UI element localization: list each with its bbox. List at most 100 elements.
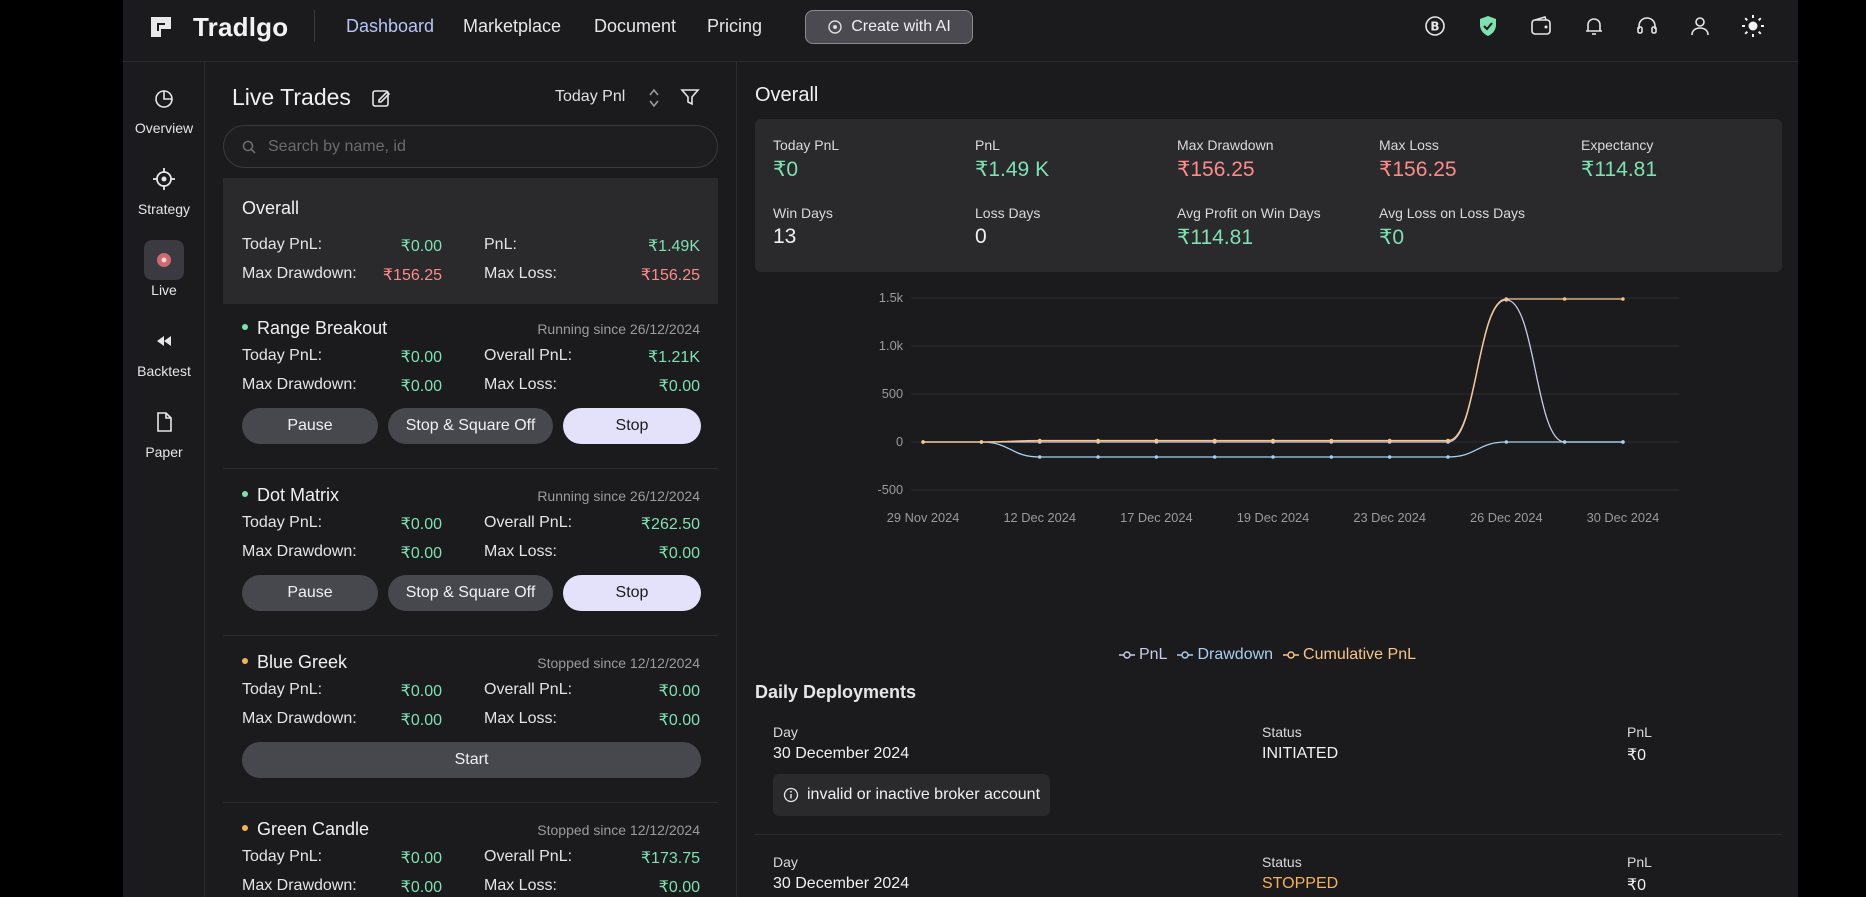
app-window: Tradlgo Dashboard Marketplace Document P… — [123, 0, 1798, 897]
nav-document[interactable]: Document — [594, 16, 677, 36]
stat-avg-loss-loss-days: Avg Loss on Loss Days ₹0 — [1379, 205, 1579, 250]
start-button[interactable]: Start — [242, 742, 701, 778]
legend-label: Drawdown — [1197, 646, 1274, 663]
strategy-card-dot-matrix[interactable]: Dot Matrix Running since 26/12/2024 Toda… — [223, 485, 718, 651]
stat-pnl: PnL ₹1.49 K — [975, 137, 1175, 182]
left-rail: Overview Strategy Live Backtest Paper — [123, 62, 205, 897]
series-point-drawdown — [1504, 440, 1509, 444]
rail-item-strategy[interactable]: Strategy — [123, 159, 205, 225]
y-tick-label: 0 — [896, 434, 903, 449]
series-point-drawdown — [1446, 455, 1450, 459]
pie-chart-icon — [144, 78, 184, 118]
legend-label: PnL — [1138, 646, 1168, 663]
series-point-cumulative-pnl — [1096, 438, 1100, 443]
document-icon — [144, 402, 184, 442]
stat-max-loss: Max Loss ₹156.25 — [1379, 137, 1579, 182]
stat-label: Loss Days — [975, 205, 1041, 221]
max-loss-value: ₹0.00 — [658, 712, 700, 729]
strategy-card-green-candle[interactable]: Green Candle Stopped since 12/12/2024 To… — [223, 819, 718, 897]
legend-item-pnl[interactable]: PnL — [1118, 646, 1168, 663]
stat-label: Avg Profit on Win Days — [1177, 205, 1321, 221]
overall-pnl-label: Overall PnL: — [484, 848, 573, 865]
search-input[interactable] — [268, 137, 708, 156]
sort-arrows-icon[interactable] — [647, 86, 661, 110]
series-point-cumulative-pnl — [1037, 438, 1042, 443]
stat-expectancy: Expectancy ₹114.81 — [1581, 137, 1781, 182]
overall-pnl-label: Overall PnL: — [484, 681, 573, 698]
legend-item-drawdown[interactable]: Drawdown — [1177, 646, 1273, 663]
max-loss-label: Max Loss: — [484, 877, 557, 894]
stat-max-drawdown: Max Drawdown ₹156.25 — [1177, 137, 1377, 182]
series-point-drawdown — [1621, 440, 1625, 444]
x-tick-label: 30 Dec 2024 — [1587, 510, 1660, 525]
stop-button[interactable]: Stop — [563, 575, 701, 611]
max-loss-value: ₹0.00 — [658, 879, 700, 896]
pause-button[interactable]: Pause — [242, 408, 378, 444]
day-value: 30 December 2024 — [773, 745, 910, 762]
overall-card[interactable]: Overall Today PnL: ₹0.00 PnL: ₹1.49K Max… — [223, 178, 718, 304]
sort-select[interactable]: Today Pnl — [555, 88, 626, 105]
rail-item-backtest[interactable]: Backtest — [123, 321, 205, 387]
pnl-label: PnL: — [484, 236, 517, 253]
strategy-status: Stopped since 12/12/2024 — [537, 655, 700, 671]
today-pnl-label: Today PnL: — [242, 514, 323, 531]
series-point-cumulative-pnl — [979, 440, 984, 444]
series-point-drawdown — [1154, 455, 1159, 459]
nav-dashboard[interactable]: Dashboard — [346, 16, 435, 36]
daily-deployments-title: Daily Deployments — [755, 682, 917, 702]
tradlgo-logo-icon[interactable] — [147, 13, 175, 41]
max-loss-label: Max Loss: — [484, 543, 557, 560]
edit-icon[interactable] — [370, 87, 392, 109]
status-value: INITIATED — [1262, 745, 1339, 762]
stat-value: ₹0 — [773, 158, 799, 181]
rewind-icon — [144, 321, 184, 361]
today-pnl-value: ₹0.00 — [400, 850, 442, 867]
stop-square-off-button[interactable]: Stop & Square Off — [388, 408, 553, 444]
pause-button[interactable]: Pause — [242, 575, 378, 611]
stat-value: ₹156.25 — [1177, 158, 1255, 181]
card-name: Overall — [242, 198, 300, 218]
max-drawdown-label: Max Drawdown: — [242, 265, 357, 282]
rail-item-paper[interactable]: Paper — [123, 402, 205, 468]
create-with-ai-button[interactable]: Create with AI — [805, 10, 973, 44]
headset-icon[interactable] — [1634, 12, 1660, 40]
x-tick-label: 26 Dec 2024 — [1470, 510, 1543, 525]
user-icon[interactable] — [1687, 12, 1713, 40]
broker-b-icon[interactable]: B — [1422, 12, 1448, 40]
svg-text:B: B — [1430, 20, 1439, 34]
card-divider — [223, 468, 718, 469]
overall-pnl-value: ₹1.21K — [648, 349, 700, 366]
row-divider — [755, 834, 1782, 835]
max-drawdown-value: ₹0.00 — [400, 712, 442, 729]
shield-check-icon[interactable] — [1475, 12, 1501, 40]
stat-value: ₹114.81 — [1177, 226, 1254, 249]
rail-item-overview[interactable]: Overview — [123, 78, 205, 144]
stop-square-off-button[interactable]: Stop & Square Off — [388, 575, 553, 611]
info-icon — [783, 787, 799, 803]
status-dot — [242, 491, 248, 498]
strategy-card-range-breakout[interactable]: Range Breakout Running since 26/12/2024 … — [223, 318, 718, 484]
search-box[interactable] — [223, 125, 718, 168]
stat-label: Today PnL — [773, 137, 840, 153]
legend-marker-icon — [1283, 646, 1303, 663]
legend-item-cumulative-pnl[interactable]: Cumulative PnL — [1283, 646, 1416, 663]
bell-icon[interactable] — [1581, 12, 1607, 40]
today-pnl-value: ₹0.00 — [400, 683, 442, 700]
x-tick-label: 17 Dec 2024 — [1120, 510, 1193, 525]
stop-button[interactable]: Stop — [563, 408, 701, 444]
brand-name[interactable]: Tradlgo — [193, 12, 289, 42]
pnl-label: PnL — [1627, 854, 1652, 870]
nav-pricing[interactable]: Pricing — [707, 16, 763, 36]
top-navigation: Tradlgo Dashboard Marketplace Document P… — [123, 0, 1798, 62]
wallet-icon[interactable] — [1528, 12, 1554, 40]
strategy-card-blue-greek[interactable]: Blue Greek Stopped since 12/12/2024 Toda… — [223, 652, 718, 818]
series-line-pnl — [923, 299, 1623, 443]
filter-icon[interactable] — [680, 87, 700, 107]
pnl-label: PnL — [1627, 724, 1652, 740]
rail-label-live: Live — [151, 282, 177, 298]
rail-label-strategy: Strategy — [137, 201, 191, 217]
nav-marketplace[interactable]: Marketplace — [463, 16, 562, 36]
rail-item-live[interactable]: Live — [123, 240, 205, 306]
day-label: Day — [773, 724, 798, 740]
sun-icon[interactable] — [1740, 12, 1766, 40]
